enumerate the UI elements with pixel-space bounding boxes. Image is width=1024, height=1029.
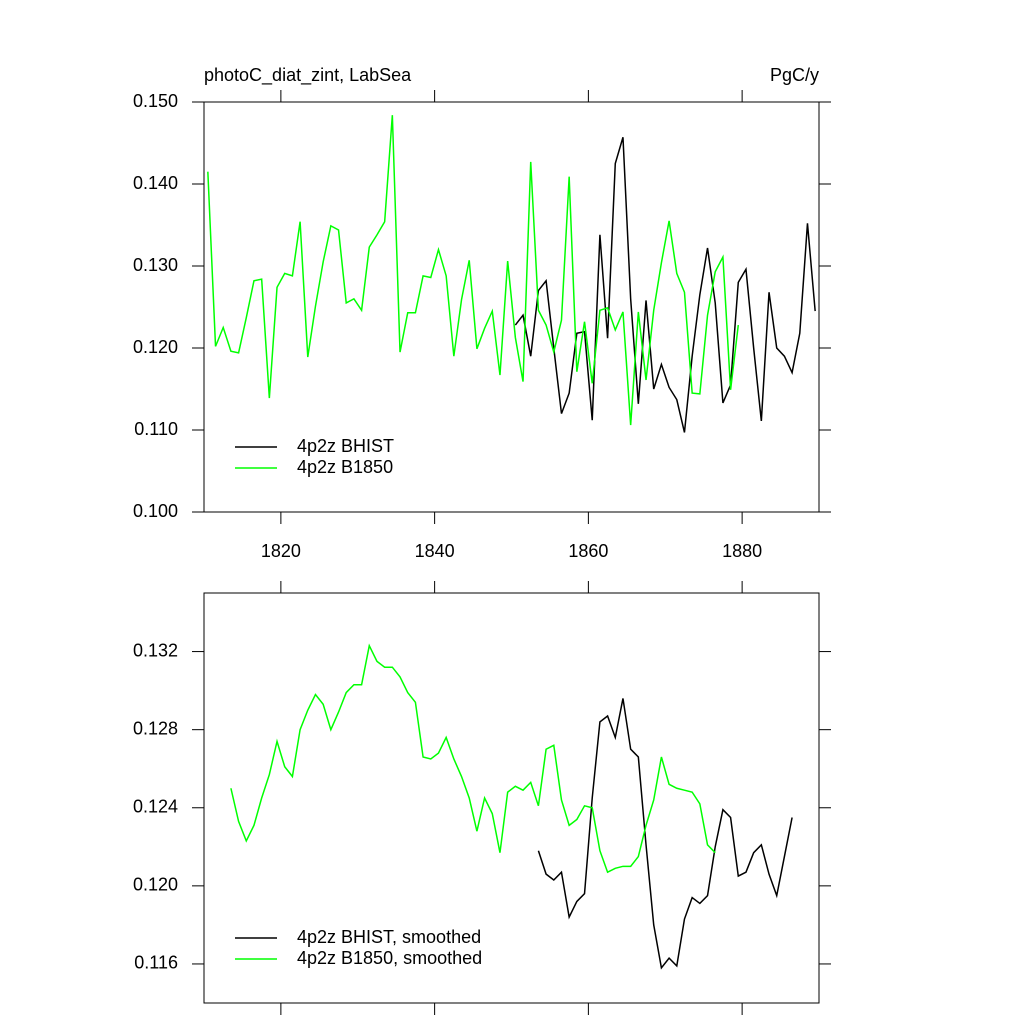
x-tick-label: 1820 [261,541,301,561]
x-tick-label: 1880 [722,541,762,561]
legend-label: 4p2z BHIST [297,436,394,456]
series-line [537,698,793,970]
y-tick-label: 0.116 [134,953,178,973]
y-tick-label: 0.124 [133,797,178,817]
series-line [230,643,716,874]
series-line [514,137,816,433]
x-tick-label: 1840 [415,541,455,561]
series-line [207,115,740,426]
y-tick-label: 0.110 [134,419,178,439]
y-tick-label: 0.120 [133,337,178,357]
y-tick-label: 0.140 [133,173,178,193]
units-label: PgC/y [770,65,819,85]
x-tick-label: 1860 [568,541,608,561]
legend-label: 4p2z B1850 [297,457,393,477]
y-tick-label: 0.130 [133,255,178,275]
plot-frame [203,592,820,1004]
y-tick-label: 0.150 [133,91,178,111]
plot-frame [203,101,820,513]
chart-title: photoC_diat_zint, LabSea [204,65,412,86]
y-tick-label: 0.128 [133,718,178,738]
y-tick-label: 0.132 [133,640,178,660]
y-tick-label: 0.120 [133,875,178,895]
legend-label: 4p2z B1850, smoothed [297,948,482,968]
y-tick-label: 0.100 [133,501,178,521]
legend-label: 4p2z BHIST, smoothed [297,927,481,947]
